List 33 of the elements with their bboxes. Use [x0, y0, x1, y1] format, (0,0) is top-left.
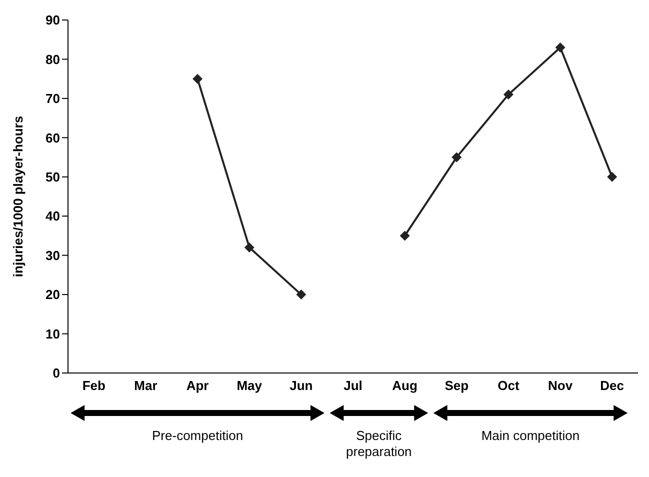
- point: [452, 152, 462, 162]
- text: Pre-competition: [152, 428, 244, 443]
- point: [400, 230, 410, 241]
- point: [192, 74, 203, 84]
- y-tick-label: 10: [46, 326, 60, 342]
- x-tick-label: Mar: [134, 378, 158, 394]
- y-tick-label: 50: [46, 170, 60, 185]
- x-tick-label: Aug: [392, 378, 418, 394]
- x-tick-label: May: [236, 378, 263, 394]
- point: [607, 172, 618, 182]
- point: [503, 90, 514, 100]
- x-tick-label: Dec: [600, 378, 624, 394]
- y-axis-title: injuries/1000 player-hours: [10, 116, 26, 278]
- x-tick-label: Jun: [290, 378, 313, 394]
- x-tick-label: Sep: [444, 378, 469, 394]
- text: Main competition: [481, 428, 580, 443]
- y-tick-label: 0: [52, 366, 60, 381]
- point: [555, 42, 566, 52]
- x-tick-label: Nov: [548, 378, 574, 394]
- x-tick-label: Apr: [186, 378, 209, 394]
- x-tick-label: Jul: [344, 378, 362, 394]
- text: Specific preparation: [346, 428, 412, 459]
- y-tick-label: 40: [46, 208, 60, 224]
- point: [244, 242, 254, 252]
- x-tick-label: Feb: [82, 378, 106, 394]
- y-tick-label: 70: [46, 91, 60, 106]
- y-tick-label: 20: [46, 287, 60, 302]
- y-tick-label: 90: [46, 12, 60, 28]
- y-tick-label: 80: [46, 52, 60, 67]
- y-tick-label: 60: [46, 130, 60, 146]
- y-tick-label: 30: [46, 248, 60, 263]
- x-tick-label: Oct: [498, 378, 520, 394]
- point: [296, 290, 306, 300]
